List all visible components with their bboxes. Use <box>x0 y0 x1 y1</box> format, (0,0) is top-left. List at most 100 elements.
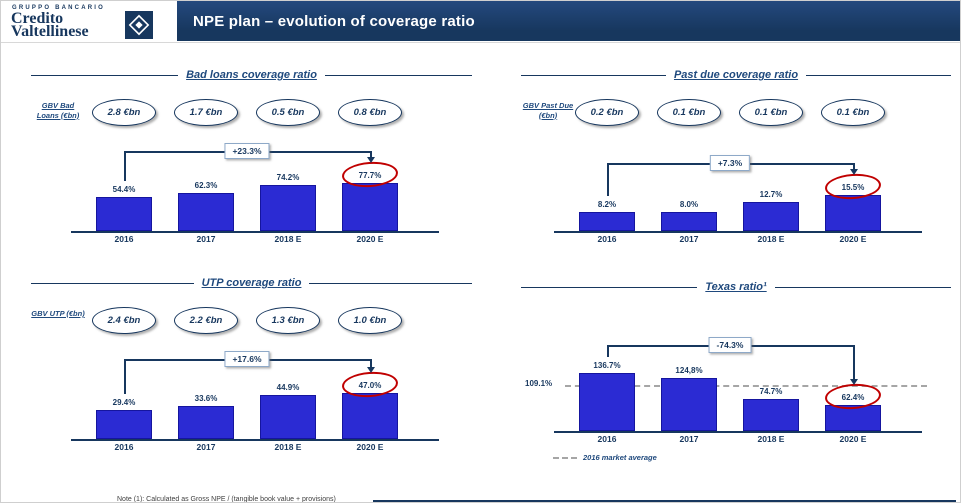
bar-columns: 8.2% 8.0% 12.7% 15.5% <box>566 145 894 231</box>
bar <box>579 373 635 431</box>
gbv-oval-slot: 0.8 €bn <box>329 98 411 126</box>
title-rule-left <box>31 74 179 76</box>
bar-column: 29.4% <box>83 353 165 439</box>
value-text: 74.2% <box>276 172 300 182</box>
value-text: 77.7% <box>358 170 382 180</box>
market-average-line <box>565 384 927 387</box>
company-logo: GRUPPO BANCARIO Credito Valtellinese <box>11 4 176 42</box>
bar <box>825 405 881 431</box>
gbv-value-oval: 2.2 €bn <box>174 306 238 334</box>
value-text: 33.6% <box>194 393 218 403</box>
bar-value-label: 54.4% <box>83 183 165 195</box>
chart-title-row: UTP coverage ratio <box>31 277 473 289</box>
category-label: 2017 <box>679 234 699 244</box>
category-row: 2016 2017 2018 E 2020 E <box>566 434 894 444</box>
value-text: 15.5% <box>841 182 865 192</box>
value-text: 8.2% <box>597 199 617 209</box>
delta-bracket-left <box>124 151 126 181</box>
gbv-values-row: 2.4 €bn 2.2 €bn 1.3 €bn 1.0 €bn <box>83 306 411 334</box>
value-text: 44.9% <box>276 382 300 392</box>
bar-column: 33.6% <box>165 353 247 439</box>
gbv-value-oval: 1.7 €bn <box>174 98 238 126</box>
gbv-value-oval: 0.1 €bn <box>821 98 885 126</box>
title-rule-right <box>324 74 473 76</box>
delta-bracket-left <box>124 359 126 394</box>
value-text: 12.7% <box>759 189 783 199</box>
bar-columns: 136.7% 124,8% 74.7% 62.4% <box>566 333 894 431</box>
value-text: 74.7% <box>759 386 783 396</box>
category-label: 2018 E <box>274 442 302 452</box>
delta-bracket-right <box>853 163 855 169</box>
bar <box>579 212 635 231</box>
category-label: 2018 E <box>274 234 302 244</box>
gbv-value-oval: 2.8 €bn <box>92 98 156 126</box>
category-label: 2020 E <box>356 442 384 452</box>
chart-title: Texas ratio¹ <box>705 281 767 293</box>
delta-bracket-left <box>607 345 609 357</box>
legend-text: 2016 market average <box>583 453 657 462</box>
category-label: 2020 E <box>356 234 384 244</box>
chart-title-row: Past due coverage ratio <box>521 69 952 81</box>
gbv-oval-slot: 0.1 €bn <box>648 98 730 126</box>
category-label: 2016 <box>114 442 134 452</box>
gbv-value-oval: 0.1 €bn <box>657 98 721 126</box>
gbv-value-oval: 0.8 €bn <box>338 98 402 126</box>
gbv-value-oval: 0.1 €bn <box>739 98 803 126</box>
title-bar: NPE plan – evolution of coverage ratio <box>177 1 960 41</box>
bar-value-label: 44.9% <box>247 381 329 393</box>
bar-column: 47.0% <box>329 353 411 439</box>
value-text: 62.4% <box>841 392 865 402</box>
bar-value-label: 47.0% <box>329 370 411 399</box>
chart-panel-utp: UTP coverage ratio GBV UTP (€bn) 2.4 €bn… <box>29 273 474 475</box>
gbv-oval-slot: 2.4 €bn <box>83 306 165 334</box>
value-text: 136.7% <box>593 360 621 370</box>
chart-title: Past due coverage ratio <box>673 69 799 81</box>
value-text: 124,8% <box>675 365 703 375</box>
bar-value-label: 8.0% <box>648 198 730 210</box>
bar-column: 77.7% <box>329 145 411 231</box>
x-axis-line <box>554 231 922 233</box>
delta-label: +7.3% <box>709 155 751 171</box>
category-row: 2016 2017 2018 E 2020 E <box>83 234 411 244</box>
bar-columns: 54.4% 62.3% 74.2% 77.7% <box>83 145 411 231</box>
value-text: 8.0% <box>679 199 699 209</box>
bar-value-label: 62.4% <box>812 382 894 411</box>
chart-title: UTP coverage ratio <box>201 277 302 289</box>
bar-value-label: 15.5% <box>812 172 894 201</box>
value-text: 54.4% <box>112 184 136 194</box>
gbv-oval-slot: 0.1 €bn <box>812 98 894 126</box>
bar <box>178 406 234 439</box>
gbv-oval-slot: 2.8 €bn <box>83 98 165 126</box>
bar <box>661 378 717 431</box>
dashed-line-sample <box>553 456 577 459</box>
bar <box>96 410 152 439</box>
gbv-value-oval: 0.2 €bn <box>575 98 639 126</box>
x-axis-line <box>554 431 922 433</box>
chart-title-row: Texas ratio¹ <box>521 281 951 293</box>
title-rule-right <box>806 74 952 76</box>
bar <box>825 195 881 231</box>
gbv-oval-slot: 0.1 €bn <box>730 98 812 126</box>
bar-column: 62.3% <box>165 145 247 231</box>
bar-value-label: 74.7% <box>730 385 812 397</box>
category-label: 2018 E <box>757 234 785 244</box>
gbv-axis-label: GBV Past Due (€bn) <box>522 101 574 120</box>
footnote: Note (1): Calculated as Gross NPE / (tan… <box>117 496 336 503</box>
bar-value-label: 124,8% <box>648 364 730 376</box>
gbv-oval-slot: 2.2 €bn <box>165 306 247 334</box>
delta-label: +17.6% <box>224 351 270 367</box>
gbv-axis-label: GBV Bad Loans (€bn) <box>36 101 80 120</box>
arrow-down-icon <box>366 367 375 373</box>
title-rule-left <box>31 282 194 284</box>
delta-bracket-right <box>853 345 855 379</box>
category-label: 2016 <box>597 434 617 444</box>
bar-value-label: 136.7% <box>566 359 648 371</box>
slide-title: NPE plan – evolution of coverage ratio <box>193 12 475 30</box>
gbv-oval-slot: 1.3 €bn <box>247 306 329 334</box>
bar-value-label: 8.2% <box>566 198 648 210</box>
logo-name-line2: Valtellinese <box>11 23 89 40</box>
bar <box>661 212 717 231</box>
category-label: 2016 <box>114 234 134 244</box>
bar-column: 136.7% <box>566 333 648 431</box>
